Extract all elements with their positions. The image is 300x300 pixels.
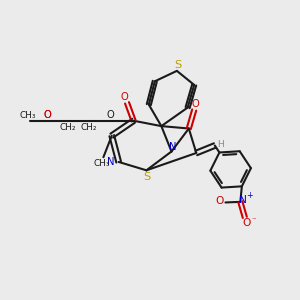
Text: S: S: [143, 172, 150, 182]
Text: O: O: [192, 99, 200, 109]
Text: O: O: [242, 218, 250, 228]
Text: O: O: [216, 196, 224, 206]
Text: O: O: [44, 110, 51, 120]
Text: O: O: [44, 110, 51, 120]
Text: ⁻: ⁻: [251, 216, 255, 225]
Text: CH₂: CH₂: [80, 123, 97, 132]
Text: +: +: [246, 191, 253, 200]
Text: S: S: [175, 60, 182, 70]
Text: O: O: [107, 110, 115, 120]
Text: N: N: [107, 157, 114, 167]
Text: H: H: [217, 140, 224, 148]
Text: CH₃: CH₃: [94, 159, 110, 168]
Text: N: N: [169, 142, 177, 152]
Text: O: O: [121, 92, 128, 102]
Text: N: N: [239, 195, 247, 206]
Text: CH₃: CH₃: [19, 111, 36, 120]
Text: CH₂: CH₂: [59, 123, 76, 132]
